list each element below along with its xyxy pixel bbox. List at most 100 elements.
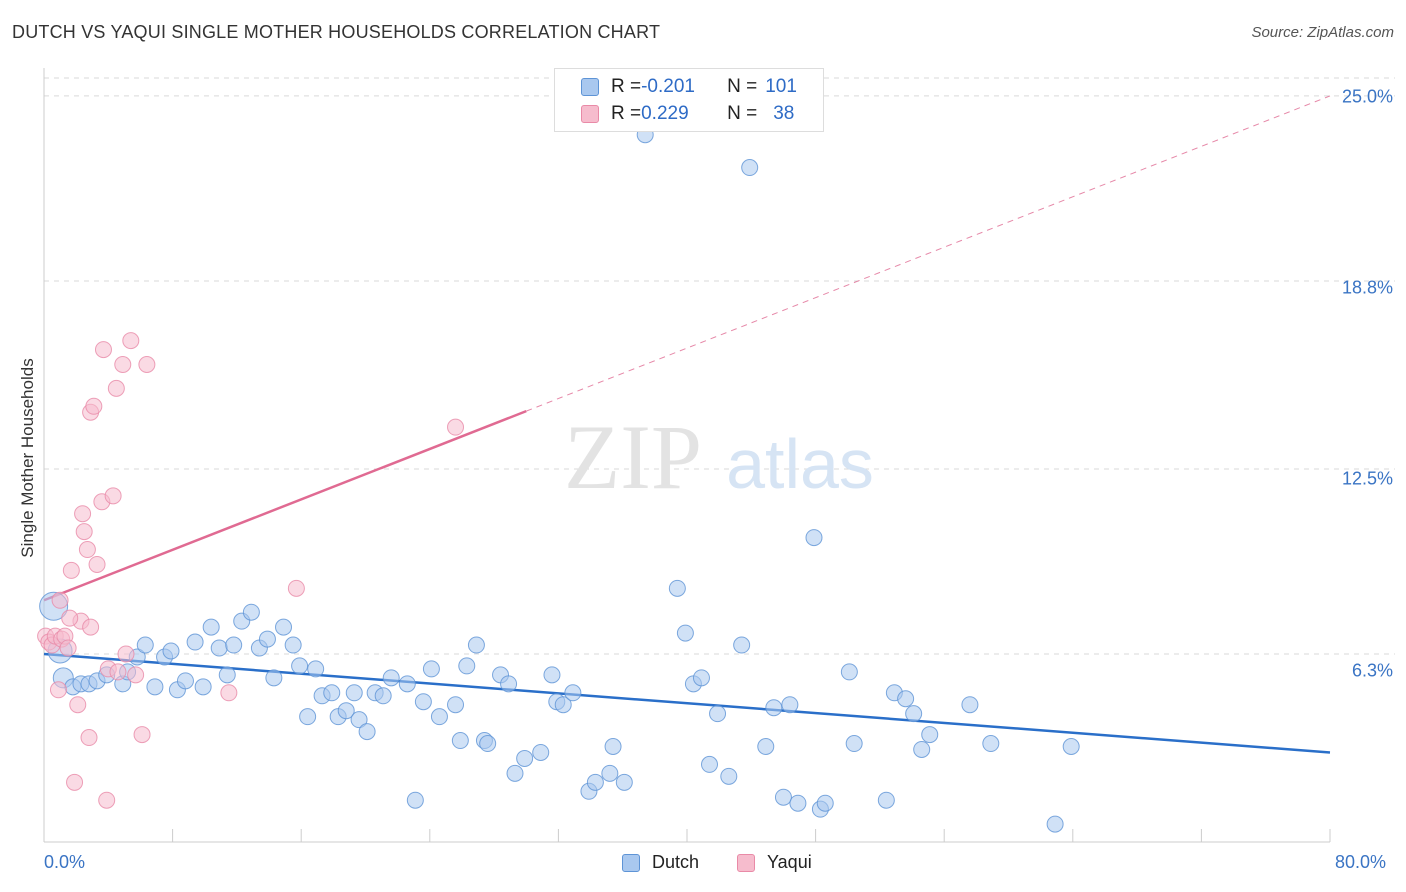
legend-n-value: 38 xyxy=(773,103,795,124)
dutch-point xyxy=(451,732,469,750)
y-tick-label: 18.8% xyxy=(1341,277,1393,298)
yaqui-point xyxy=(78,541,96,559)
dutch-point xyxy=(692,669,710,687)
yaqui-point xyxy=(88,555,106,573)
dutch-point xyxy=(877,791,895,809)
yaqui-point xyxy=(85,397,103,415)
legend-n-value: 101 xyxy=(765,76,797,97)
yaqui-legend-swatch xyxy=(737,853,755,872)
yaqui-point xyxy=(117,645,135,663)
yaqui-point xyxy=(74,505,92,523)
legend-item-yaqui: Yaqui xyxy=(737,852,812,873)
dutch-point xyxy=(733,636,751,654)
dutch-point xyxy=(467,636,485,654)
dutch-point xyxy=(676,624,694,642)
yaqui-point xyxy=(75,523,93,541)
legend-row-dutch: R = -0.201 N = 101 xyxy=(581,75,797,99)
dutch-point xyxy=(601,764,619,782)
dutch-point xyxy=(382,669,400,687)
dutch-point xyxy=(406,791,424,809)
dutch-point xyxy=(781,696,799,714)
legend-item-dutch: Dutch xyxy=(622,852,699,873)
dutch-point xyxy=(741,159,759,177)
dutch-point xyxy=(284,636,302,654)
y-tick-label: 25.0% xyxy=(1341,86,1393,107)
dutch-point xyxy=(479,735,497,753)
dutch-point xyxy=(921,726,939,744)
dutch-point xyxy=(506,764,524,782)
dutch-point xyxy=(774,788,792,806)
legend-n-label: N = xyxy=(727,76,758,97)
yaqui-point xyxy=(104,487,122,505)
yaqui-point xyxy=(122,332,140,350)
dutch-point xyxy=(414,693,432,711)
x-tick-label: 0.0% xyxy=(44,852,86,872)
dutch-point xyxy=(897,690,915,708)
dutch-point xyxy=(840,663,858,681)
dutch-point xyxy=(586,773,604,791)
yaqui-point xyxy=(447,418,465,436)
yaqui-trend-extension xyxy=(526,95,1331,412)
dutch-point xyxy=(136,636,154,654)
legend-r-value: -0.201 xyxy=(641,76,695,97)
yaqui-point xyxy=(98,791,116,809)
yaqui-point xyxy=(62,561,80,579)
dutch-point xyxy=(1046,815,1064,833)
dutch-point xyxy=(146,678,164,696)
dutch-legend-swatch xyxy=(622,853,640,872)
yaqui-point xyxy=(82,618,100,636)
dutch-point xyxy=(350,711,368,729)
dutch-point xyxy=(982,735,1000,753)
yaqui-swatch xyxy=(581,105,599,123)
dutch-point xyxy=(307,660,325,678)
dutch-point xyxy=(845,735,863,753)
dutch-point xyxy=(398,675,416,693)
yaqui-point xyxy=(138,356,156,373)
dutch-point xyxy=(757,738,775,755)
dutch-point xyxy=(1062,738,1080,755)
dutch-point xyxy=(422,660,440,678)
dutch-point xyxy=(720,767,738,785)
yaqui-point xyxy=(51,591,69,609)
dutch-point xyxy=(225,636,243,654)
dutch-point xyxy=(516,749,534,767)
dutch-point xyxy=(805,529,823,547)
dutch-point xyxy=(345,684,363,702)
x-tick-label: 80.0% xyxy=(1335,852,1387,872)
dutch-point xyxy=(816,794,834,812)
yaqui-point xyxy=(80,729,98,747)
axes xyxy=(43,68,1331,843)
dutch-point xyxy=(615,773,633,791)
dutch-point xyxy=(337,702,355,720)
legend-row-yaqui: R = 0.229 N = 38 xyxy=(581,102,794,126)
dutch-point xyxy=(961,696,979,714)
yaqui-point xyxy=(94,341,112,359)
y-axis-label: Single Mother Households xyxy=(18,358,37,558)
dutch-point xyxy=(258,630,276,648)
dutch-point xyxy=(905,705,923,723)
yaqui-point xyxy=(66,773,84,791)
dutch-point xyxy=(668,579,686,597)
yaqui-point xyxy=(127,666,145,684)
y-tick-label: 12.5% xyxy=(1341,468,1393,489)
legend-label-yaqui: Yaqui xyxy=(767,852,812,872)
legend-label-dutch: Dutch xyxy=(652,852,700,872)
dutch-point xyxy=(186,633,204,651)
dutch-point xyxy=(323,684,341,702)
trend-lines xyxy=(43,95,1331,754)
data-points xyxy=(37,126,1080,833)
yaqui-point xyxy=(69,696,87,714)
chart-title: DUTCH VS YAQUI SINGLE MOTHER HOUSEHOLDS … xyxy=(12,22,661,42)
legend-r-value: 0.229 xyxy=(641,103,689,124)
dutch-point xyxy=(458,657,476,675)
yaqui-point xyxy=(220,684,238,702)
dutch-point xyxy=(202,618,220,636)
dutch-point xyxy=(789,794,807,812)
dutch-point xyxy=(500,675,518,693)
grid-lines xyxy=(44,77,1395,655)
y-tick-label: 6.3% xyxy=(1351,660,1393,681)
yaqui-point xyxy=(133,726,151,744)
dutch-point xyxy=(275,618,293,636)
yaqui-point xyxy=(114,356,132,373)
